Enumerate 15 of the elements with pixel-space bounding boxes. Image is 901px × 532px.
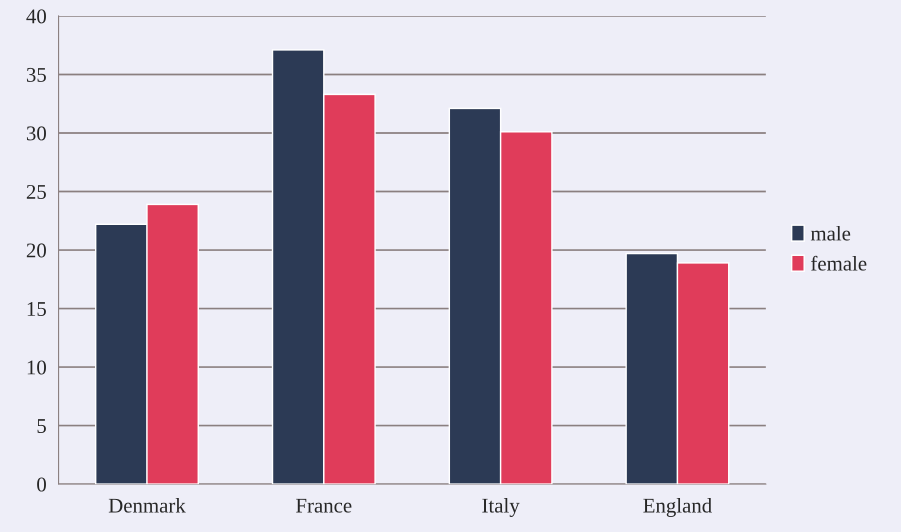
y-tick-label: 15 [28, 302, 46, 316]
x-tick-label: Italy [482, 498, 520, 517]
y-tick-label: 5 [38, 419, 46, 434]
x-tick-label: England [643, 498, 712, 517]
y-tick-label: 40 [26, 9, 46, 24]
y-tick-label: 35 [26, 68, 46, 82]
legend-label: male [810, 226, 850, 241]
y-tick-label: 30 [26, 126, 46, 140]
x-tick-label: France [296, 498, 352, 513]
y-tick-label: 0 [37, 477, 46, 492]
y-tick-label: 20 [26, 243, 46, 258]
y-tick-label: 25 [26, 184, 46, 199]
legend-label: female [811, 256, 866, 271]
x-tick-label: Denmark [108, 498, 186, 513]
y-tick-label: 10 [28, 360, 46, 375]
